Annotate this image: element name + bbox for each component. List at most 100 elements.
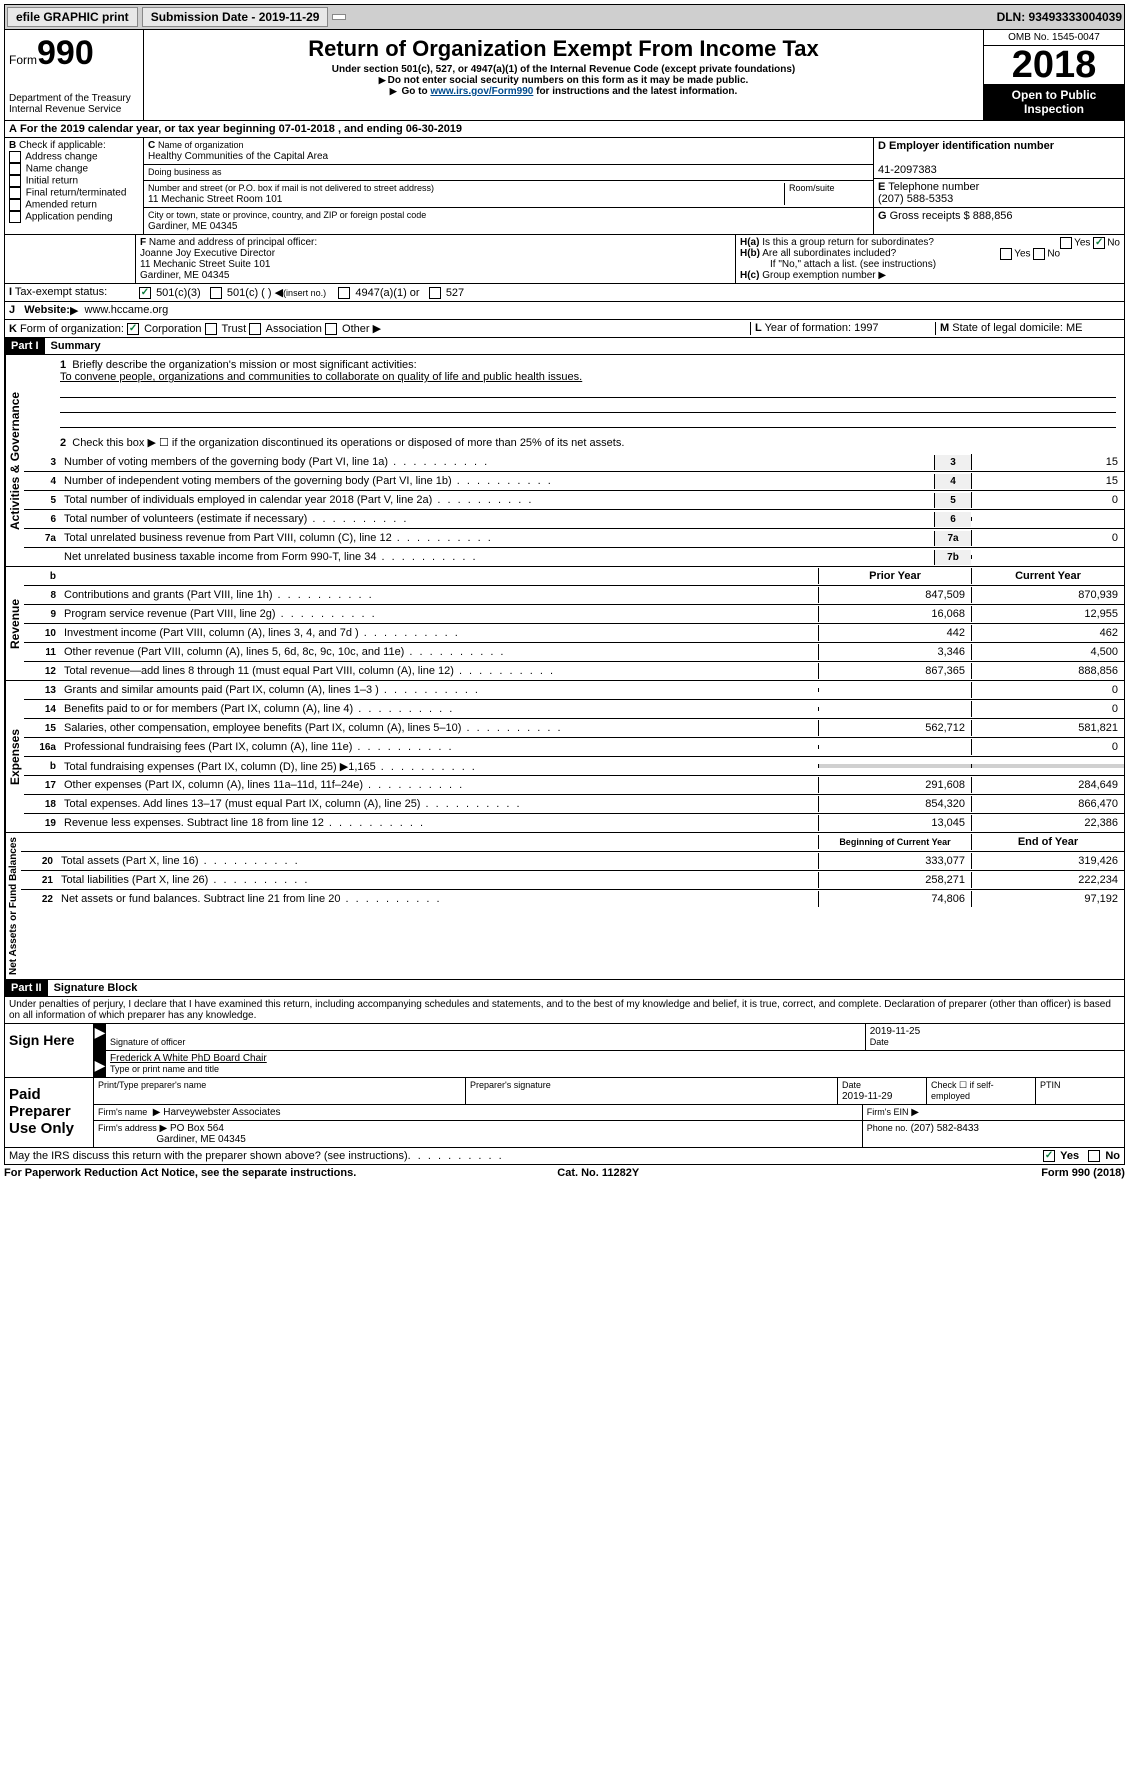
officer-printed-name: Frederick A White PhD Board Chair: [110, 1053, 267, 1064]
room-label: Room/suite: [789, 183, 835, 193]
table-row: 16aProfessional fundraising fees (Part I…: [24, 738, 1124, 757]
telephone: (207) 588-5353: [878, 193, 953, 205]
table-row: 3Number of voting members of the governi…: [24, 453, 1124, 472]
prior-year-header: Prior Year: [818, 568, 971, 584]
irs-link[interactable]: www.irs.gov/Form990: [430, 86, 533, 97]
discuss-no[interactable]: [1088, 1150, 1100, 1162]
entity-info: B Check if applicable: Address change Na…: [4, 138, 1125, 235]
table-row: 5Total number of individuals employed in…: [24, 491, 1124, 510]
governance-section: Activities & Governance 1 Briefly descri…: [4, 355, 1125, 567]
table-row: 20Total assets (Part X, line 16)333,0773…: [21, 852, 1124, 871]
final-return-checkbox[interactable]: [9, 187, 21, 199]
sign-here-label: Sign Here: [5, 1024, 94, 1077]
app-pending-checkbox[interactable]: [9, 211, 21, 223]
box-b-label: Check if applicable:: [19, 140, 106, 151]
table-row: 4Number of independent voting members of…: [24, 472, 1124, 491]
table-row: 12Total revenue—add lines 8 through 11 (…: [24, 662, 1124, 680]
irs-discuss-row: May the IRS discuss this return with the…: [4, 1148, 1125, 1165]
trust-checkbox[interactable]: [205, 323, 217, 335]
form-title: Return of Organization Exempt From Incom…: [148, 36, 979, 62]
year-formation: 1997: [854, 322, 878, 334]
revenue-section: Revenue b Prior Year Current Year 8Contr…: [4, 567, 1125, 681]
goto-note: Go to www.irs.gov/Form990 for instructio…: [148, 86, 979, 97]
form-number: Form990: [9, 34, 139, 73]
submission-date-label: Submission Date - 2019-11-29: [142, 7, 329, 27]
preparer-date: 2019-11-29: [842, 1091, 892, 1102]
ssn-note: Do not enter social security numbers on …: [148, 75, 979, 86]
current-year-header: Current Year: [971, 568, 1124, 584]
table-row: 13Grants and similar amounts paid (Part …: [24, 681, 1124, 700]
irs-label: Internal Revenue Service: [9, 104, 139, 115]
website: www.hccame.org: [85, 304, 169, 317]
table-row: 22Net assets or fund balances. Subtract …: [21, 890, 1124, 908]
527-checkbox[interactable]: [429, 287, 441, 299]
ha-no[interactable]: [1093, 237, 1105, 249]
expenses-section: Expenses 13Grants and similar amounts pa…: [4, 681, 1125, 833]
end-year-header: End of Year: [971, 834, 1124, 850]
initial-return-checkbox[interactable]: [9, 175, 21, 187]
efile-button[interactable]: efile GRAPHIC print: [7, 7, 138, 27]
klm-row: K Form of organization: Corporation Trus…: [4, 320, 1125, 338]
paid-preparer-section: Paid Preparer Use Only Print/Type prepar…: [4, 1078, 1125, 1148]
discontinued-check: Check this box ▶ ☐ if the organization d…: [72, 437, 624, 449]
form-footer: Form 990 (2018): [1041, 1167, 1125, 1179]
tax-exempt-row: I Tax-exempt status: 501(c)(3) 501(c) ( …: [4, 284, 1125, 302]
paid-preparer-label: Paid Preparer Use Only: [5, 1078, 94, 1147]
firm-address: PO Box 564: [170, 1123, 224, 1134]
table-row: 18Total expenses. Add lines 13–17 (must …: [24, 795, 1124, 814]
f-h-row: F Name and address of principal officer:…: [4, 235, 1125, 284]
firm-phone: (207) 582-8433: [911, 1123, 979, 1134]
assoc-checkbox[interactable]: [249, 323, 261, 335]
table-row: 7aTotal unrelated business revenue from …: [24, 529, 1124, 548]
form-header: Form990 Department of the Treasury Inter…: [4, 30, 1125, 121]
state-domicile: ME: [1066, 322, 1083, 334]
table-row: 11Other revenue (Part VIII, column (A), …: [24, 643, 1124, 662]
form-subtitle: Under section 501(c), 527, or 4947(a)(1)…: [148, 64, 979, 75]
dept-treasury: Department of the Treasury: [9, 93, 139, 104]
side-netassets: Net Assets or Fund Balances: [5, 833, 21, 979]
table-row: 9Program service revenue (Part VIII, lin…: [24, 605, 1124, 624]
discuss-yes[interactable]: [1043, 1150, 1055, 1162]
open-to-public: Open to Public Inspection: [984, 84, 1124, 120]
top-bar: efile GRAPHIC print Submission Date - 20…: [4, 4, 1125, 30]
side-governance: Activities & Governance: [5, 355, 24, 566]
sign-date: 2019-11-25: [870, 1026, 920, 1037]
501c3-checkbox[interactable]: [139, 287, 151, 299]
part2-header: Part II Signature Block: [4, 980, 1125, 997]
side-revenue: Revenue: [5, 567, 24, 680]
table-row: Net unrelated business taxable income fr…: [24, 548, 1124, 566]
sign-here-section: Sign Here ▶▶ Signature of officer 2019-1…: [4, 1024, 1125, 1078]
501c-checkbox[interactable]: [210, 287, 222, 299]
self-employed-check[interactable]: Check ☐ if self-employed: [931, 1080, 994, 1101]
street-address: 11 Mechanic Street Room 101: [148, 194, 282, 205]
table-row: 8Contributions and grants (Part VIII, li…: [24, 586, 1124, 605]
officer-name: Joanne Joy Executive Director: [140, 248, 275, 259]
part1-header: Part I Summary: [4, 338, 1125, 355]
table-row: 14Benefits paid to or for members (Part …: [24, 700, 1124, 719]
submission-date-field: [332, 14, 346, 20]
amended-checkbox[interactable]: [9, 199, 21, 211]
row-a: A For the 2019 calendar year, or tax yea…: [4, 121, 1125, 138]
corp-checkbox[interactable]: [127, 323, 139, 335]
tax-year: 2018: [984, 46, 1124, 84]
table-row: 21Total liabilities (Part X, line 26)258…: [21, 871, 1124, 890]
city-state-zip: Gardiner, ME 04345: [148, 221, 238, 232]
ha-yes[interactable]: [1060, 237, 1072, 249]
dln-label: DLN: 93493333004039: [997, 10, 1122, 24]
4947-checkbox[interactable]: [338, 287, 350, 299]
firm-name: Harveywebster Associates: [163, 1107, 280, 1118]
table-row: 6Total number of volunteers (estimate if…: [24, 510, 1124, 529]
table-row: 15Salaries, other compensation, employee…: [24, 719, 1124, 738]
perjury-declaration: Under penalties of perjury, I declare th…: [4, 997, 1125, 1024]
mission-text: To convene people, organizations and com…: [60, 371, 582, 383]
table-row: 10Investment income (Part VIII, column (…: [24, 624, 1124, 643]
gross-receipts: 888,856: [973, 210, 1013, 222]
addr-change-checkbox[interactable]: [9, 151, 21, 163]
other-checkbox[interactable]: [325, 323, 337, 335]
hb-yes[interactable]: [1000, 248, 1012, 260]
name-change-checkbox[interactable]: [9, 163, 21, 175]
sig-officer-label: Signature of officer: [110, 1037, 185, 1047]
footer: For Paperwork Reduction Act Notice, see …: [4, 1165, 1125, 1181]
hb-no[interactable]: [1033, 248, 1045, 260]
side-expenses: Expenses: [5, 681, 24, 832]
